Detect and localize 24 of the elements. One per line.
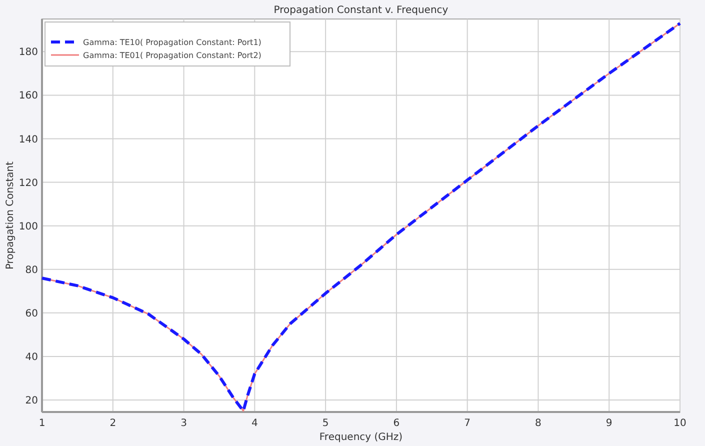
y-tick-label: 40 [25, 352, 38, 363]
y-tick-label: 20 [25, 396, 38, 407]
y-tick-label: 180 [18, 47, 38, 58]
y-tick-label: 160 [18, 90, 38, 102]
x-axis-title: Frequency (GHz) [319, 432, 403, 443]
y-tick-label: 80 [25, 264, 38, 276]
x-tick-label: 4 [251, 418, 258, 429]
x-tick-label: 3 [180, 418, 187, 429]
x-tick-label: 7 [464, 418, 471, 429]
x-tick-label: 5 [322, 418, 329, 429]
y-tick-label: 60 [25, 308, 38, 320]
y-tick-label: 100 [18, 221, 38, 232]
legend-label: Gamma: TE10( Propagation Constant: Port1) [83, 38, 262, 47]
y-tick-label: 120 [18, 178, 38, 189]
chart-title: Propagation Constant v. Frequency [274, 5, 448, 16]
y-axis-title: Propagation Constant [5, 161, 16, 270]
x-tick-label: 8 [535, 418, 542, 429]
y-tick-label: 140 [18, 134, 38, 146]
x-tick-label: 2 [110, 418, 116, 429]
legend-label: Gamma: TE01( Propagation Constant: Port2) [83, 51, 262, 60]
x-tick-label: 1 [38, 418, 46, 429]
x-tick-label: 9 [606, 418, 612, 429]
x-tick-label: 6 [393, 418, 400, 429]
x-tick-label: 10 [674, 418, 686, 429]
